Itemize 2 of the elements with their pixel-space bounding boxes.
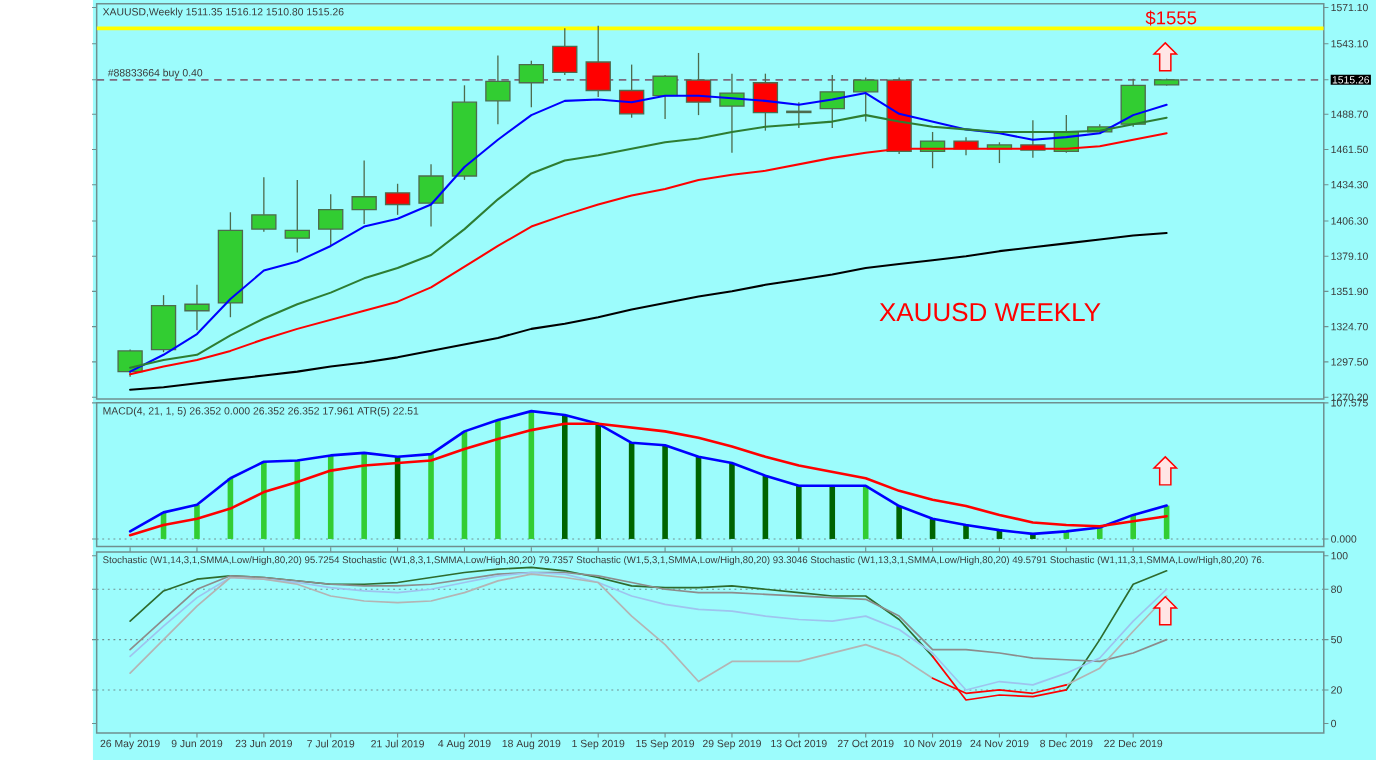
ref-line-label: $1555 <box>1145 10 1197 26</box>
annotation: XAUUSD WEEKLY <box>879 302 1101 321</box>
